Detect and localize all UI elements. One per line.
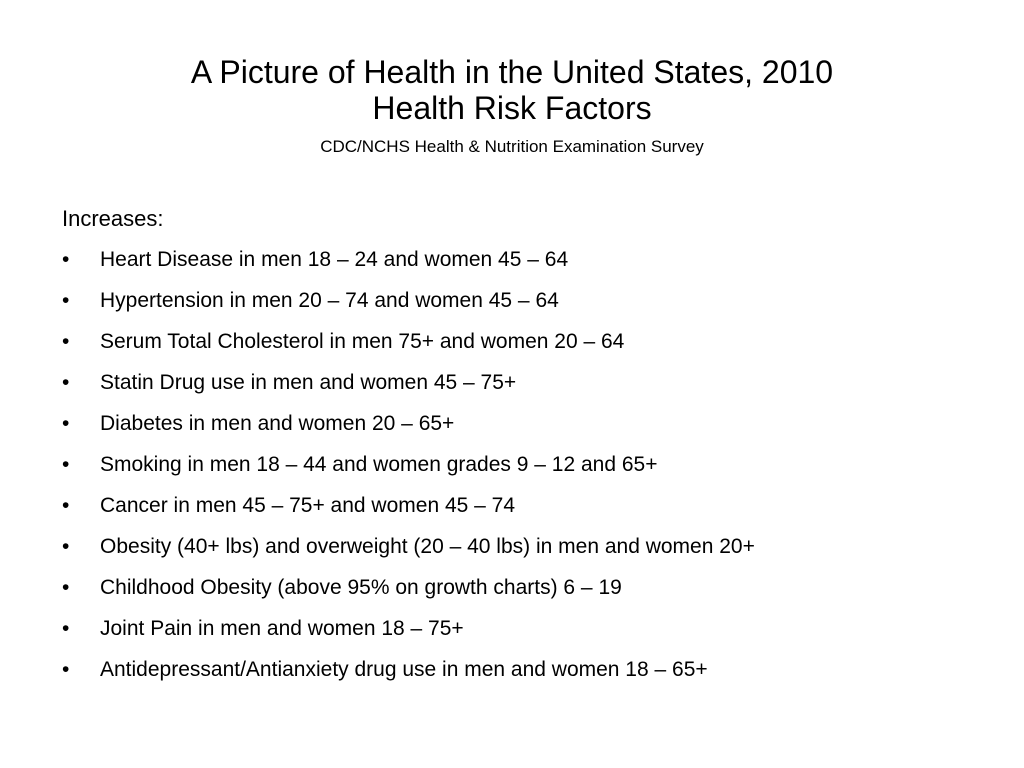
- bullet-icon: •: [62, 533, 69, 561]
- list-item: • Childhood Obesity (above 95% on growth …: [62, 574, 982, 615]
- list-item: • Statin Drug use in men and women 45 – 7…: [62, 369, 982, 410]
- list-item-text: Heart Disease in men 18 – 24 and women 4…: [100, 248, 568, 271]
- bullet-icon: •: [62, 615, 69, 643]
- list-item-text: Smoking in men 18 – 44 and women grades …: [100, 453, 657, 476]
- slide-content: Increases: • Heart Disease in men 18 – 24…: [62, 204, 982, 697]
- section-heading: Increases:: [62, 204, 982, 234]
- list-item-text: Hypertension in men 20 – 74 and women 45…: [100, 289, 559, 312]
- bullet-icon: •: [62, 574, 69, 602]
- slide: A Picture of Health in the United States…: [0, 0, 1024, 768]
- list-item-text: Diabetes in men and women 20 – 65+: [100, 412, 454, 435]
- list-item-text: Childhood Obesity (above 95% on growth c…: [100, 576, 622, 599]
- list-item-text: Obesity (40+ lbs) and overweight (20 – 4…: [100, 535, 755, 558]
- list-item: • Diabetes in men and women 20 – 65+: [62, 410, 982, 451]
- list-item-text: Joint Pain in men and women 18 – 75+: [100, 617, 464, 640]
- list-item-text: Cancer in men 45 – 75+ and women 45 – 74: [100, 494, 515, 517]
- bullet-icon: •: [62, 410, 69, 438]
- slide-subtitle: CDC/NCHS Health & Nutrition Examination …: [0, 136, 1024, 158]
- list-item: • Hypertension in men 20 – 74 and women 4…: [62, 287, 982, 328]
- list-item-text: Statin Drug use in men and women 45 – 75…: [100, 371, 516, 394]
- bullet-icon: •: [62, 328, 69, 356]
- list-item: • Serum Total Cholesterol in men 75+ and …: [62, 328, 982, 369]
- list-item: • Heart Disease in men 18 – 24 and women …: [62, 246, 982, 287]
- bullet-icon: •: [62, 246, 69, 274]
- slide-title-line-1: A Picture of Health in the United States…: [0, 54, 1024, 90]
- list-item: • Obesity (40+ lbs) and overweight (20 – …: [62, 533, 982, 574]
- list-item-text: Antidepressant/Antianxiety drug use in m…: [100, 658, 708, 681]
- bullet-icon: •: [62, 656, 69, 684]
- list-item-text: Serum Total Cholesterol in men 75+ and w…: [100, 330, 624, 353]
- list-item: • Antidepressant/Antianxiety drug use in …: [62, 656, 982, 697]
- list-item: • Cancer in men 45 – 75+ and women 45 – 7…: [62, 492, 982, 533]
- bullet-icon: •: [62, 287, 69, 315]
- list-item: • Joint Pain in men and women 18 – 75+: [62, 615, 982, 656]
- bullet-list: • Heart Disease in men 18 – 24 and women …: [62, 246, 982, 697]
- list-item: • Smoking in men 18 – 44 and women grades…: [62, 451, 982, 492]
- bullet-icon: •: [62, 451, 69, 479]
- title-block: A Picture of Health in the United States…: [0, 54, 1024, 158]
- bullet-icon: •: [62, 492, 69, 520]
- bullet-icon: •: [62, 369, 69, 397]
- slide-title-line-2: Health Risk Factors: [0, 90, 1024, 126]
